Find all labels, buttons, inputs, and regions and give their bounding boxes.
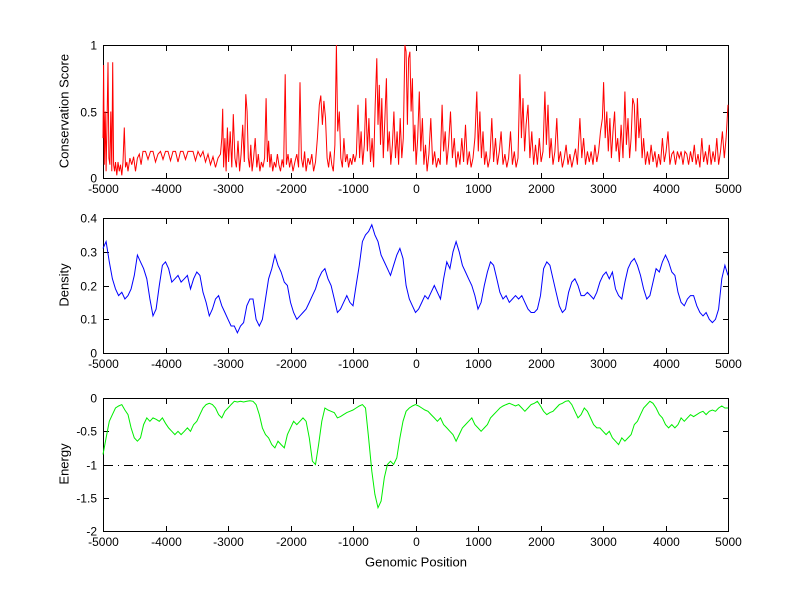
x-tick-label: -1000: [338, 535, 369, 549]
x-tick-label: 2000: [528, 357, 555, 371]
x-tick-label: 0: [413, 535, 420, 549]
x-tick-label: -4000: [151, 357, 182, 371]
energy-axes-box: [103, 398, 729, 532]
x-tick-label: -5000: [88, 182, 119, 196]
x-tick-label: 3000: [590, 182, 617, 196]
x-tick-label: -3000: [213, 182, 244, 196]
y-tick-label: 1: [90, 39, 97, 53]
x-tick-label: 5000: [715, 357, 742, 371]
y-tick-label: 0.2: [80, 280, 97, 294]
x-tick-label: 3000: [590, 535, 617, 549]
x-tick-label: -2000: [276, 182, 307, 196]
x-tick-label: 4000: [653, 182, 680, 196]
x-tick-label: -1000: [338, 357, 369, 371]
density-series-line: [102, 223, 729, 335]
x-tick-label: 4000: [653, 357, 680, 371]
y-tick-label: 0.5: [80, 106, 97, 120]
y-tick-label: -1.5: [76, 492, 97, 506]
y-tick-label: 0: [90, 347, 97, 361]
energy-series-line: [102, 400, 728, 510]
x-tick-label: 4000: [653, 535, 680, 549]
y-tick-label: -2: [86, 525, 97, 539]
x-tick-label: -1000: [338, 182, 369, 196]
x-tick-label: 0: [413, 182, 420, 196]
y-tick-label: 0: [90, 172, 97, 186]
x-tick-label: -3000: [213, 357, 244, 371]
x-tick-label: 1000: [465, 357, 492, 371]
x-tick-label: -2000: [276, 357, 307, 371]
density-y-axis-label: Density: [56, 263, 72, 307]
y-tick-label: 0.3: [80, 246, 97, 260]
conservation-series-line: [102, 44, 729, 176]
x-tick-label: 2000: [528, 535, 555, 549]
y-tick-label: -0.5: [76, 425, 97, 439]
y-tick-label: 0: [90, 392, 97, 406]
density-axes-box: [103, 218, 729, 354]
x-tick-label: -5000: [88, 357, 119, 371]
x-tick-label: 3000: [590, 357, 617, 371]
x-tick-label: 0: [413, 357, 420, 371]
y-tick-label: 0.1: [80, 313, 97, 327]
conservation-y-axis-label: Conservation Score: [56, 53, 72, 169]
x-tick-label: 1000: [465, 535, 492, 549]
x-tick-label: 2000: [528, 182, 555, 196]
x-tick-label: 5000: [715, 535, 742, 549]
x-tick-label: -3000: [213, 535, 244, 549]
x-tick-label: -2000: [276, 535, 307, 549]
x-tick-label: -5000: [88, 535, 119, 549]
x-tick-label: -4000: [151, 535, 182, 549]
x-axis-label: Genomic Position: [365, 554, 467, 570]
x-tick-label: 5000: [715, 182, 742, 196]
x-tick-label: -4000: [151, 182, 182, 196]
y-tick-label: 0.4: [80, 212, 97, 226]
x-tick-label: 1000: [465, 182, 492, 196]
y-tick-label: -1: [86, 459, 97, 473]
energy-y-axis-label: Energy: [56, 443, 72, 485]
